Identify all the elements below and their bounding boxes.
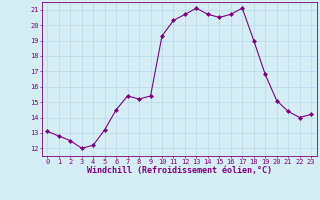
X-axis label: Windchill (Refroidissement éolien,°C): Windchill (Refroidissement éolien,°C) [87,166,272,175]
